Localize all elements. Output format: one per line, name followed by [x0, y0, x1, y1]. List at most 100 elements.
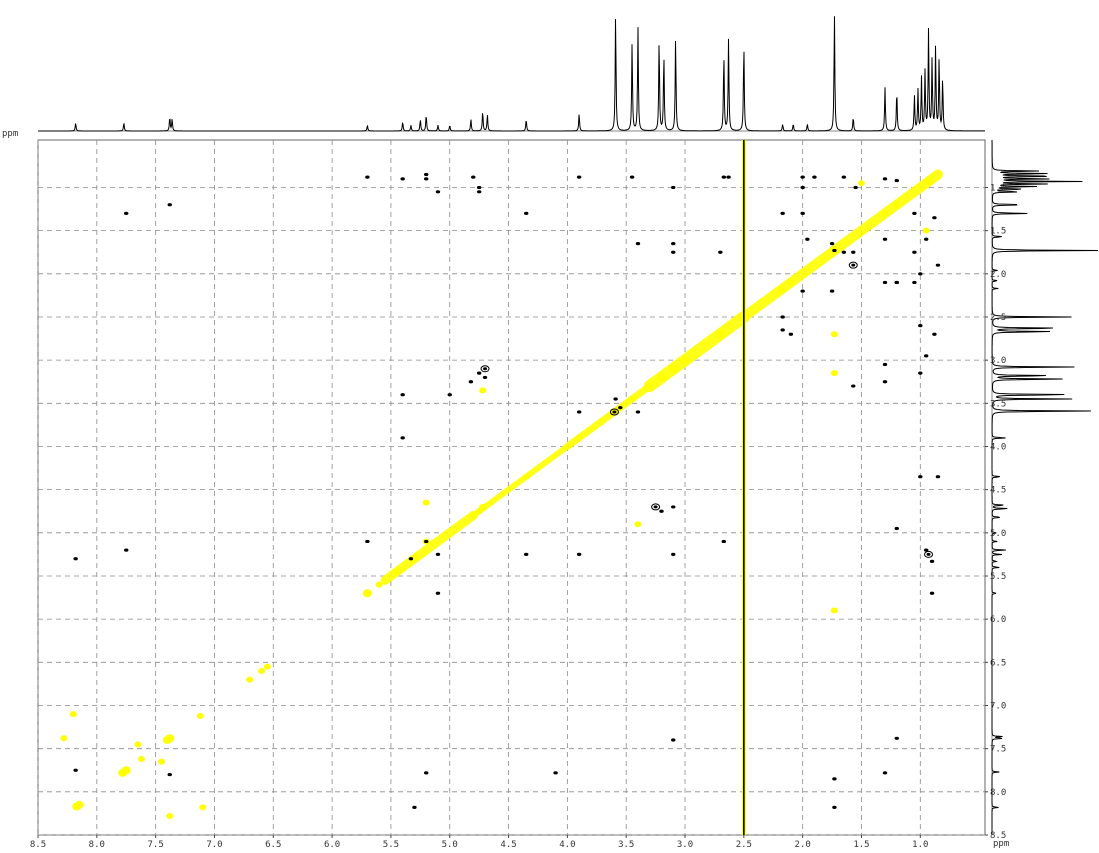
- positive-peak: [60, 735, 68, 742]
- f1-tick-label: 8.0: [990, 788, 1006, 798]
- positive-peak: [158, 758, 166, 765]
- f2-tick-label: 6.0: [324, 840, 340, 850]
- negative-peak: [671, 738, 676, 742]
- negative-peak: [894, 736, 899, 740]
- negative-peak-contour: [480, 365, 490, 373]
- f2-tick-label: 6.5: [265, 840, 281, 850]
- negative-peak-contour: [848, 261, 858, 269]
- negative-peak: [659, 509, 664, 513]
- f1-tick-label: 8.5: [990, 831, 1006, 841]
- negative-peak: [912, 250, 917, 254]
- negative-peak: [882, 280, 888, 285]
- f2-axis-unit-label: ppm: [993, 839, 1009, 849]
- negative-peak: [167, 772, 172, 777]
- negative-peak: [400, 436, 405, 440]
- positive-peak: [668, 364, 678, 373]
- positive-peak: [830, 331, 838, 338]
- negative-peak: [800, 211, 805, 215]
- negative-peak: [671, 552, 676, 557]
- negative-peak: [400, 393, 405, 397]
- negative-peak: [424, 177, 429, 181]
- negative-peak: [800, 175, 805, 179]
- f1-tick-label: 1.0: [990, 183, 1006, 193]
- positive-peak: [830, 607, 838, 614]
- negative-peak: [882, 177, 888, 181]
- f2-tick-label: 1.0: [912, 840, 928, 850]
- f2-tick-label: 7.5: [148, 840, 164, 850]
- negative-peak: [435, 190, 441, 194]
- negative-peak: [851, 263, 856, 267]
- negative-peak: [882, 237, 888, 241]
- top-projection-trace: [38, 16, 985, 132]
- f2-tick-label: 4.5: [500, 840, 516, 850]
- negative-peak: [923, 354, 929, 358]
- negative-peak: [829, 289, 835, 293]
- positive-peak: [263, 663, 271, 670]
- positive-peak: [922, 227, 930, 234]
- negative-peak: [629, 175, 635, 179]
- negative-peak: [635, 410, 641, 414]
- positive-peak: [166, 813, 174, 820]
- f1-axis-unit-label: ppm: [2, 129, 18, 139]
- negative-peak: [576, 552, 582, 557]
- positive-peak: [392, 567, 402, 576]
- negative-peak: [726, 175, 731, 179]
- negative-peak: [482, 375, 488, 380]
- positive-peak: [475, 508, 483, 515]
- positive-peak: [628, 396, 636, 403]
- f1-tick-label: 6.5: [990, 658, 1006, 668]
- negative-peak: [935, 475, 941, 479]
- negative-peak: [613, 397, 618, 401]
- f1-tick-label: 3.0: [990, 356, 1006, 366]
- negative-peak: [718, 250, 723, 254]
- negative-peak: [618, 406, 623, 410]
- f2-tick-label: 3.5: [618, 840, 634, 850]
- f2-tick-label: 8.0: [89, 840, 105, 850]
- f2-tick-label: 5.0: [442, 840, 458, 850]
- positive-peak: [74, 800, 84, 809]
- f1-tick-label: 5.5: [990, 572, 1006, 582]
- f2-tick-label: 8.5: [30, 840, 46, 850]
- negative-peak: [894, 526, 899, 531]
- negative-peak: [412, 805, 417, 809]
- positive-peak: [575, 434, 583, 441]
- negative-peak: [929, 559, 935, 563]
- negative-peak: [721, 539, 727, 544]
- positive-peak: [138, 756, 146, 763]
- positive-peak: [715, 330, 725, 339]
- positive-peak: [857, 180, 865, 187]
- negative-peak-contour: [924, 550, 934, 558]
- negative-peak: [805, 237, 810, 241]
- negative-peak: [576, 175, 582, 179]
- f2-tick-label: 5.5: [383, 840, 399, 850]
- negative-peak: [800, 289, 805, 293]
- negative-peak: [841, 175, 847, 179]
- negative-peak: [812, 175, 817, 179]
- diagonal-segment: [643, 310, 750, 393]
- f1-axis: ppm 1.0 1.5 2.0 2.5 3.0 3.5 4.0 4.5 5.0 5.5 6.0 6.5 7…: [2, 129, 1006, 841]
- f1-tick-label: 2.0: [990, 270, 1006, 280]
- positive-peak: [924, 177, 934, 186]
- negative-peak: [923, 548, 929, 552]
- f2-tick-label: 1.5: [853, 840, 869, 850]
- positive-peak: [196, 712, 204, 719]
- f1-projection-spectrum: [991, 140, 1099, 835]
- positive-peak: [409, 554, 419, 563]
- negative-peak: [471, 175, 476, 179]
- negative-peak: [912, 211, 917, 215]
- negative-peak: [653, 505, 658, 509]
- positive-peak: [777, 286, 785, 293]
- positive-peak: [656, 373, 666, 382]
- negative-peak: [124, 548, 129, 552]
- negative-peak: [780, 315, 785, 319]
- positive-peak: [522, 473, 530, 480]
- negative-peak: [832, 805, 837, 809]
- negative-peak: [918, 475, 923, 479]
- negative-contours: [73, 172, 941, 809]
- negative-peak: [435, 552, 441, 557]
- negative-peak-contour: [651, 503, 661, 511]
- positive-peak: [69, 711, 77, 718]
- negative-peak: [912, 280, 917, 285]
- negative-peak: [923, 237, 929, 241]
- negative-peak: [73, 768, 78, 772]
